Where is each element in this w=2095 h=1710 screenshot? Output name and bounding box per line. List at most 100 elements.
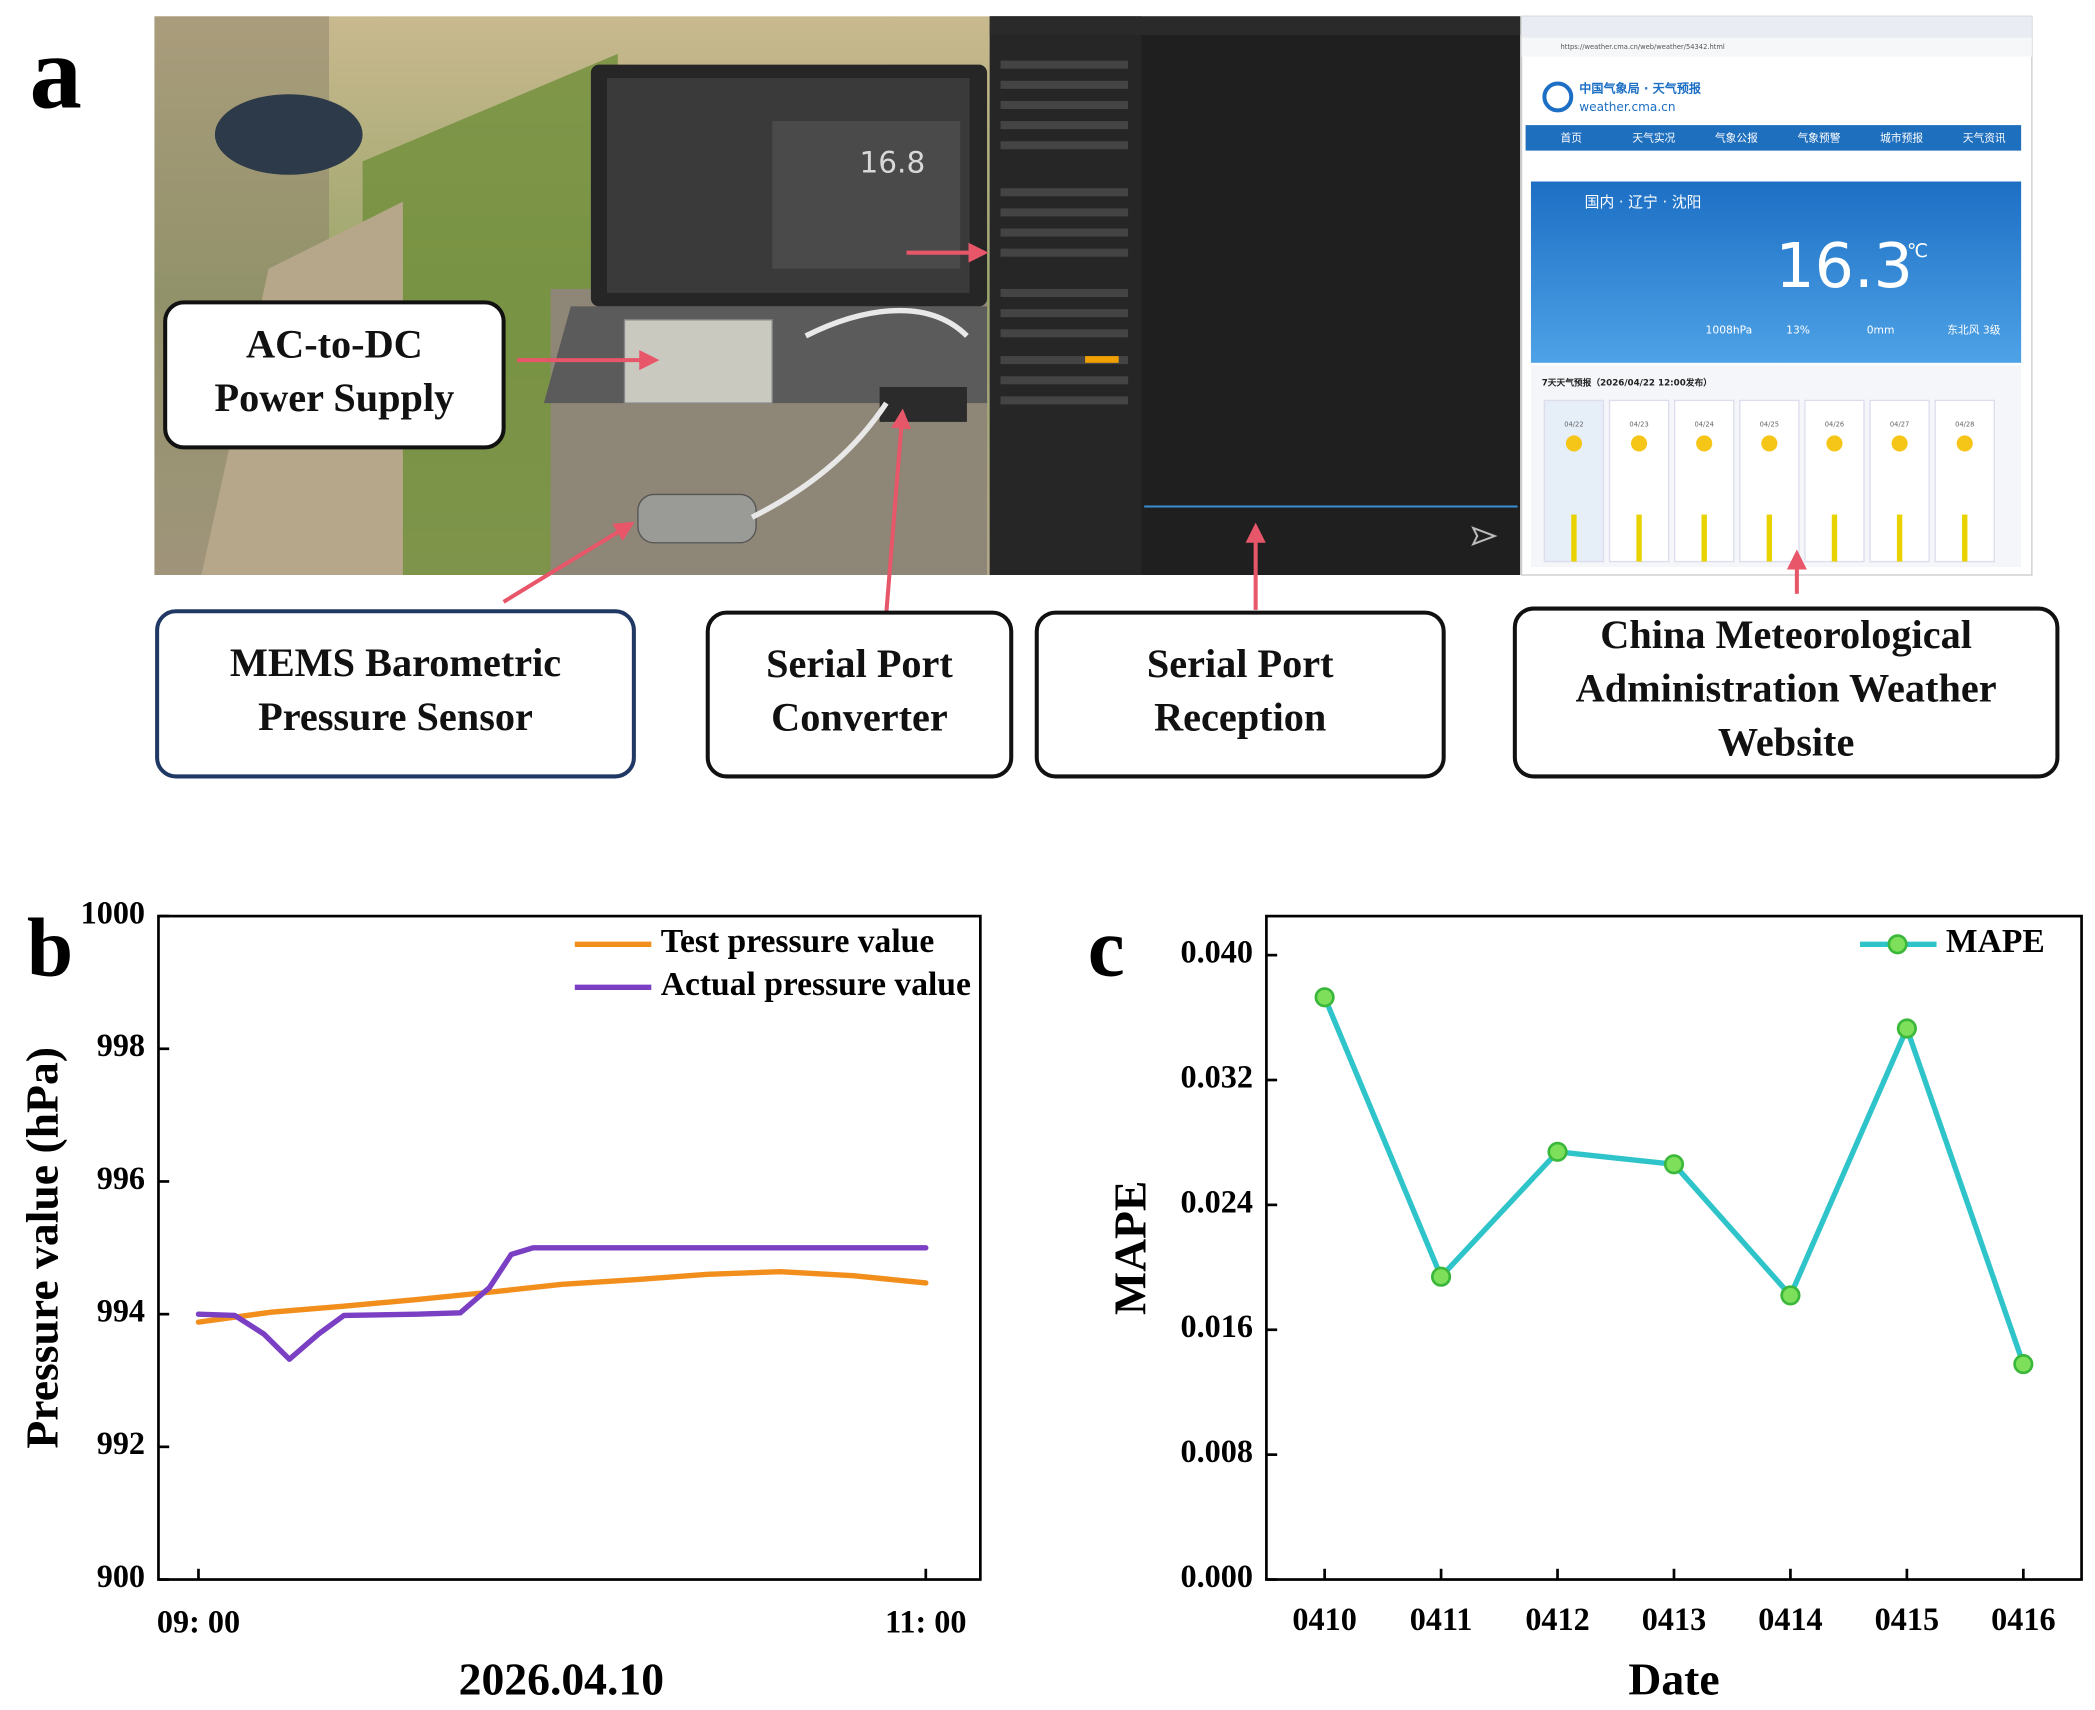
x-tick-label: 0415 bbox=[1875, 1601, 1939, 1637]
callout-text: China Meteorological bbox=[1600, 612, 1972, 657]
temperature: 16.3 bbox=[1775, 230, 1913, 302]
plot-frame bbox=[157, 914, 982, 1581]
y-tick-label: 0.016 bbox=[1180, 1308, 1253, 1344]
laptop-reading: 16.8 bbox=[859, 146, 925, 180]
photo: 16.8 bbox=[154, 16, 990, 575]
forecast-date: 04/22 bbox=[1564, 421, 1583, 429]
url: https://weather.cma.cn/web/weather/54342… bbox=[1561, 43, 1725, 51]
weather-icon bbox=[1761, 435, 1778, 452]
callout-box bbox=[1034, 610, 1446, 779]
x-tick-label: 0416 bbox=[1991, 1601, 2055, 1637]
callout-text: AC-to-DC bbox=[246, 321, 423, 366]
weather-detail: 13% bbox=[1786, 324, 1810, 337]
temp-bar bbox=[1896, 514, 1903, 562]
weather-icon bbox=[1631, 435, 1648, 452]
data-point bbox=[1896, 1018, 1917, 1039]
series-line bbox=[195, 1269, 929, 1325]
weather-icon bbox=[1696, 435, 1713, 452]
weather-detail: 东北风 3级 bbox=[1947, 324, 2000, 337]
x-tick-label: 09: 00 bbox=[157, 1604, 240, 1640]
x-tick-label: 11: 00 bbox=[885, 1604, 966, 1640]
y-axis-label: MAPE bbox=[1104, 1181, 1155, 1315]
menu-item: 首页 bbox=[1561, 132, 1583, 145]
forecast-title: 7天天气预报（2026/04/22 12:00发布） bbox=[1542, 376, 1712, 388]
y-tick-label: 0.008 bbox=[1180, 1433, 1253, 1469]
temp-bar bbox=[1571, 514, 1577, 562]
panel-label: b bbox=[27, 903, 73, 995]
forecast-date: 04/25 bbox=[1760, 421, 1779, 429]
y-tick-label: 1000 bbox=[81, 894, 145, 930]
arrows bbox=[502, 242, 1807, 613]
forecast-date: 04/26 bbox=[1825, 421, 1844, 429]
callout-box bbox=[1512, 606, 2060, 779]
legend-label: Actual pressure value bbox=[661, 966, 971, 1003]
callout-text: Serial Port bbox=[766, 641, 953, 686]
y-tick-label: 0.024 bbox=[1180, 1183, 1253, 1219]
plot-frame bbox=[1265, 914, 2083, 1581]
callout-box bbox=[163, 300, 506, 450]
weather-icon bbox=[1891, 435, 1908, 452]
forecast-date: 04/28 bbox=[1955, 421, 1974, 429]
x-tick-label: 0412 bbox=[1525, 1601, 1589, 1637]
menu-item: 天气资讯 bbox=[1963, 132, 2006, 145]
callout-text: Website bbox=[1718, 719, 1854, 764]
forecast-date: 04/23 bbox=[1629, 421, 1648, 429]
y-tick-label: 994 bbox=[97, 1293, 145, 1329]
y-tick-label: 0.040 bbox=[1180, 934, 1253, 970]
temperature-unit: ℃ bbox=[1907, 241, 1928, 262]
data-point bbox=[1314, 987, 1335, 1008]
panel-label: a bbox=[30, 15, 82, 131]
data-point bbox=[1547, 1141, 1568, 1162]
serial-window bbox=[989, 16, 1521, 575]
menu-item: 气象公报 bbox=[1715, 132, 1758, 145]
temp-bar bbox=[1766, 514, 1773, 562]
temp-bar bbox=[1636, 514, 1642, 562]
site-logo: 中国气象局 · 天气预报 bbox=[1579, 80, 1702, 95]
callout-box bbox=[155, 609, 636, 779]
series-line bbox=[195, 1245, 929, 1362]
legend-marker bbox=[1887, 934, 1908, 955]
callout-text: Converter bbox=[771, 695, 948, 740]
panel-label: c bbox=[1088, 903, 1125, 995]
location: 国内 · 辽宁 · 沈阳 bbox=[1585, 194, 1702, 211]
y-tick-label: 998 bbox=[97, 1027, 145, 1063]
callout-text: Serial Port bbox=[1147, 641, 1334, 686]
legend-label: MAPE bbox=[1946, 923, 2045, 960]
menu-item: 城市预报 bbox=[1880, 132, 1923, 145]
menu-item: 气象预警 bbox=[1798, 132, 1841, 145]
weather-icon bbox=[1826, 435, 1843, 452]
x-tick-label: 0414 bbox=[1758, 1601, 1822, 1637]
temp-bar bbox=[1701, 514, 1707, 562]
menu-item: 天气实况 bbox=[1632, 132, 1675, 145]
series-line bbox=[1321, 994, 2027, 1367]
weather-detail: 0mm bbox=[1867, 324, 1895, 337]
data-point bbox=[1780, 1285, 1801, 1306]
weather-detail: 1008hPa bbox=[1706, 324, 1753, 337]
site-domain: weather.cma.cn bbox=[1579, 100, 1675, 114]
temp-bar bbox=[1962, 514, 1968, 562]
weather-website: https://weather.cma.cn/web/weather/54342… bbox=[1520, 15, 2033, 576]
x-axis-label: Date bbox=[1628, 1654, 1719, 1705]
y-tick-label: 992 bbox=[97, 1425, 145, 1461]
x-axis-label: 2026.04.10 bbox=[459, 1654, 664, 1705]
x-tick-label: 0413 bbox=[1642, 1601, 1706, 1637]
y-axis-label: Pressure value (hPa) bbox=[16, 1047, 67, 1449]
forecast-date: 04/27 bbox=[1890, 421, 1909, 429]
weather-icon bbox=[1565, 435, 1582, 452]
weather-icon bbox=[1956, 435, 1973, 452]
y-tick-label: 0.032 bbox=[1180, 1058, 1253, 1094]
y-tick-label: 0.000 bbox=[1180, 1558, 1253, 1594]
forecast-date: 04/24 bbox=[1695, 421, 1714, 429]
callout-text: Reception bbox=[1154, 695, 1326, 740]
data-point bbox=[2013, 1354, 2034, 1375]
temp-bar bbox=[1831, 514, 1838, 562]
callout-box bbox=[705, 610, 1014, 779]
callout-text: Power Supply bbox=[214, 375, 454, 420]
x-tick-label: 0411 bbox=[1410, 1601, 1473, 1637]
y-tick-label: 900 bbox=[97, 1558, 145, 1594]
legend-label: Test pressure value bbox=[661, 923, 935, 960]
data-point bbox=[1663, 1154, 1685, 1175]
y-tick-label: 996 bbox=[97, 1160, 145, 1196]
